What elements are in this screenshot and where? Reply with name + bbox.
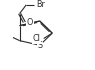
Text: Cl: Cl [33, 34, 41, 43]
Text: S: S [37, 41, 42, 50]
Text: O: O [27, 18, 33, 27]
Text: Br: Br [37, 0, 46, 9]
